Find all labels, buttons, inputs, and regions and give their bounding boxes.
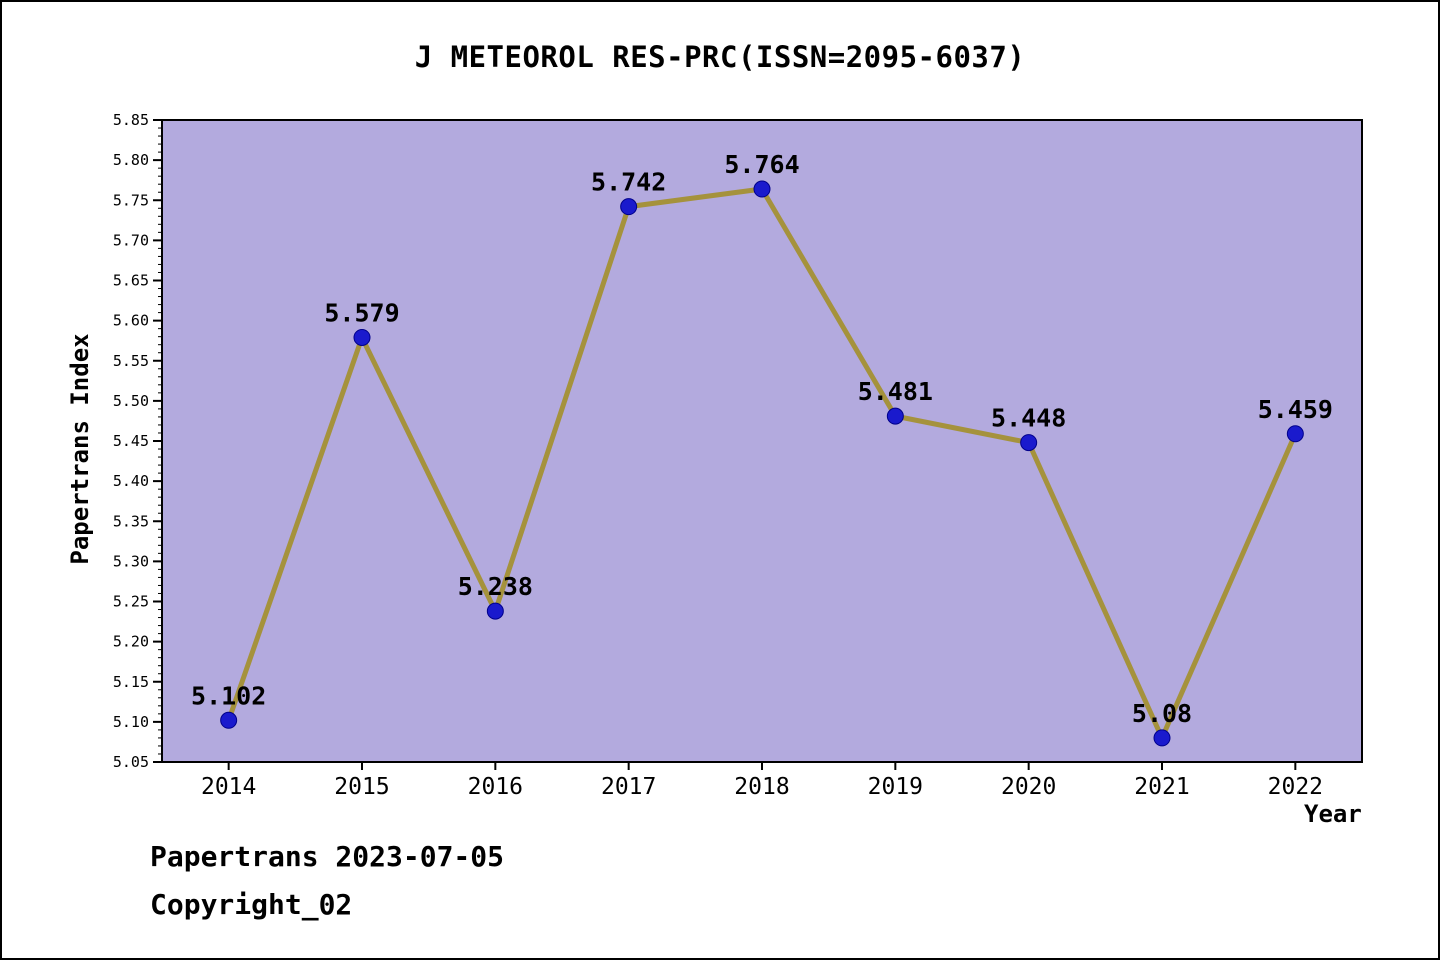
data-point-label: 5.08 [1132, 699, 1192, 728]
y-tick-label: 5.50 [113, 392, 149, 410]
data-point-marker [353, 328, 371, 346]
data-point-label: 5.579 [324, 298, 399, 327]
footer-copyright: Copyright_02 [150, 888, 353, 921]
y-tick-label: 5.25 [113, 593, 149, 611]
plot-area [161, 119, 1363, 763]
data-point-marker [486, 602, 504, 620]
y-tick-label: 5.45 [113, 432, 149, 450]
y-tick-label: 5.10 [113, 713, 149, 731]
data-point-marker [1153, 729, 1171, 747]
y-tick-label: 5.30 [113, 552, 149, 570]
x-tick-label: 2022 [1268, 774, 1323, 800]
y-tick-label: 5.80 [113, 151, 149, 169]
x-tick-label: 2014 [201, 774, 256, 800]
y-tick-label: 5.05 [113, 753, 149, 771]
y-tick-label: 5.55 [113, 352, 149, 370]
x-tick-label: 2018 [734, 774, 789, 800]
data-point-marker [1020, 434, 1038, 452]
y-tick-label: 5.35 [113, 512, 149, 530]
y-tick-label: 5.15 [113, 673, 149, 691]
y-tick-label: 5.60 [113, 312, 149, 330]
y-tick-label: 5.75 [113, 191, 149, 209]
data-point-label: 5.238 [458, 572, 533, 601]
y-tick-label: 5.20 [113, 633, 149, 651]
data-point-label: 5.742 [591, 168, 666, 197]
x-tick-label: 2019 [868, 774, 923, 800]
y-tick-label: 5.85 [113, 111, 149, 129]
x-tick-label: 2017 [601, 774, 656, 800]
data-point-label: 5.764 [724, 150, 799, 179]
data-point-marker [220, 711, 238, 729]
x-axis-label: Year [1304, 800, 1362, 828]
data-point-label: 5.448 [991, 404, 1066, 433]
y-tick-label: 5.70 [113, 231, 149, 249]
data-point-marker [620, 198, 638, 216]
data-point-label: 5.102 [191, 681, 266, 710]
footer-source-date: Papertrans 2023-07-05 [150, 840, 505, 873]
data-point-marker [1286, 425, 1304, 443]
y-axis-label: Papertrans Index [66, 333, 94, 565]
data-point-marker [753, 180, 771, 198]
x-tick-label: 2015 [334, 774, 389, 800]
data-point-marker [886, 407, 904, 425]
data-point-label: 5.459 [1258, 395, 1333, 424]
chart-title: J METEOROL RES-PRC(ISSN=2095-6037) [414, 40, 1026, 74]
y-tick-label: 5.65 [113, 272, 149, 290]
y-tick-label: 5.40 [113, 472, 149, 490]
data-point-label: 5.481 [858, 377, 933, 406]
x-tick-label: 2021 [1134, 774, 1189, 800]
x-tick-label: 2016 [468, 774, 523, 800]
x-tick-label: 2020 [1001, 774, 1056, 800]
